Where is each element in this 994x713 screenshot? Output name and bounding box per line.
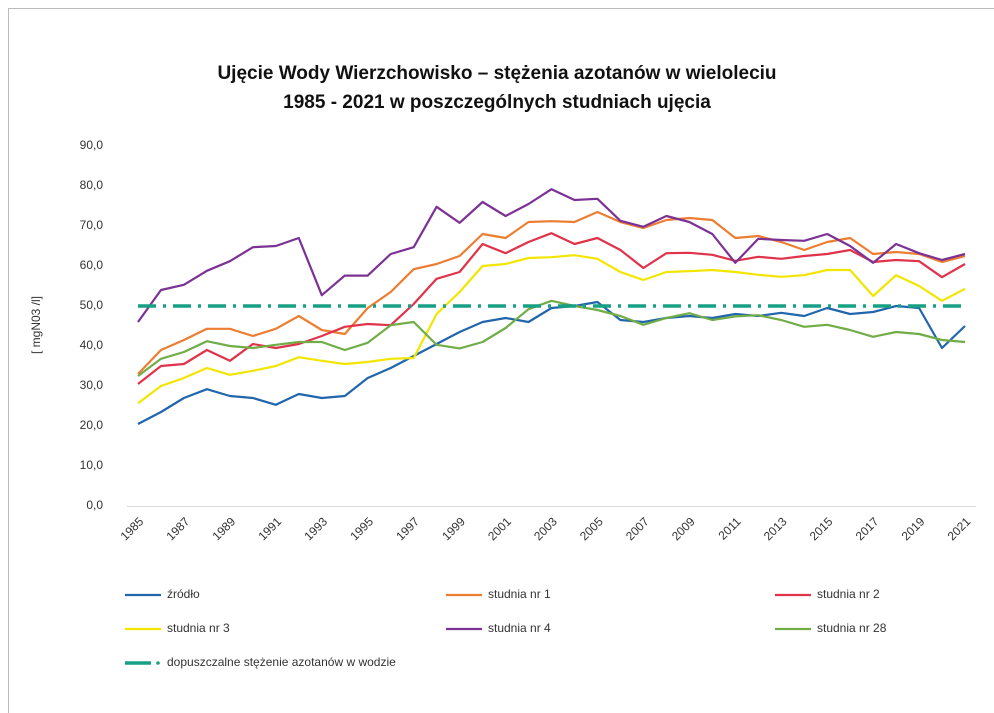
x-tick-label: 2001 (485, 514, 514, 543)
y-tick-label: 60,0 (80, 258, 104, 272)
x-tick-label: 2013 (761, 514, 790, 543)
x-tick-label: 2015 (807, 514, 836, 543)
legend-label: studnia nr 28 (817, 621, 887, 635)
x-tick-label: 1989 (209, 514, 238, 543)
chart-title: Ujęcie Wody Wierzchowisko – stężenia azo… (217, 63, 776, 84)
legend-label: studnia nr 2 (817, 587, 880, 601)
x-tick-label: 2005 (577, 514, 606, 543)
x-tick-label: 2017 (853, 514, 882, 543)
series-line (137, 300, 966, 425)
x-tick-label: 2003 (531, 514, 560, 543)
y-tick-label: 0,0 (86, 498, 103, 512)
x-tick-label: 1993 (301, 514, 330, 543)
series-line (137, 254, 966, 405)
y-tick-label: 10,0 (80, 458, 104, 472)
legend-label: studnia nr 3 (167, 621, 230, 635)
x-tick-label: 2009 (669, 514, 698, 543)
x-tick-label: 2007 (623, 514, 652, 543)
legend-swatch-dot (156, 661, 160, 665)
series-line (137, 232, 966, 385)
x-tick-label: 1997 (393, 514, 422, 543)
y-tick-label: 50,0 (80, 298, 104, 312)
x-tick-label: 2011 (715, 514, 743, 542)
series-line (137, 299, 966, 377)
chart-subtitle: 1985 - 2021 w poszczególnych studniach u… (283, 92, 711, 113)
x-tick-label: 1991 (255, 514, 284, 543)
x-tick-label: 1999 (439, 514, 468, 543)
x-tick-label: 2021 (945, 514, 974, 543)
series-line (137, 210, 966, 375)
x-tick-label: 1985 (118, 514, 147, 543)
frame (8, 8, 994, 713)
y-tick-label: 70,0 (80, 218, 104, 232)
y-tick-label: 40,0 (80, 338, 104, 352)
x-tick-label: 1987 (164, 514, 193, 543)
y-axis-label: [ mgN03 /l] (29, 296, 43, 354)
y-tick-label: 20,0 (80, 418, 104, 432)
y-tick-label: 30,0 (80, 378, 104, 392)
x-tick-label: 1995 (347, 514, 376, 543)
y-tick-label: 80,0 (80, 178, 104, 192)
legend-label: źródło (167, 587, 200, 601)
x-tick-label: 2019 (899, 514, 928, 543)
series-line (137, 188, 966, 323)
legend-label: studnia nr 1 (488, 587, 551, 601)
y-tick-label: 90,0 (80, 138, 104, 152)
legend-label: studnia nr 4 (488, 621, 551, 635)
legend-label: dopuszczalne stężenie azotanów w wodzie (167, 655, 396, 669)
